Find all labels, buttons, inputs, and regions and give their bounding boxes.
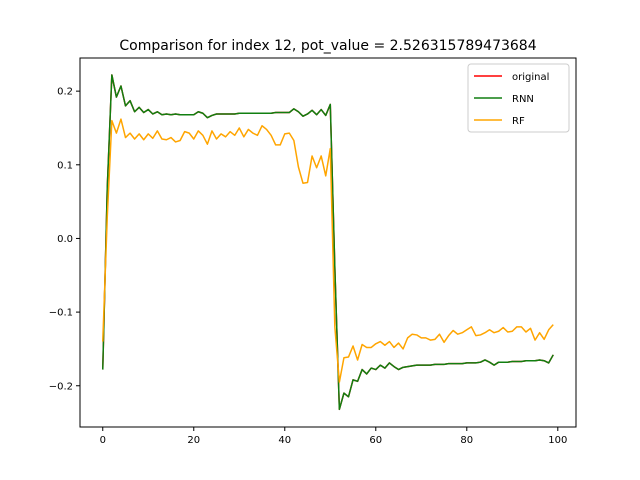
x-tick-label: 100 (548, 435, 567, 446)
series-line-rnn (102, 74, 554, 411)
y-tick-label: 0.1 (57, 160, 73, 171)
plot-frame (79, 57, 577, 428)
x-tick-label: 40 (278, 435, 291, 446)
legend: original RNN RF (467, 63, 570, 133)
x-axis: 0 20 40 60 80 100 (100, 427, 567, 446)
legend-label: RF (512, 116, 525, 127)
x-tick-label: 80 (460, 435, 473, 446)
chart-title: Comparison for index 12, pot_value = 2.5… (119, 38, 536, 54)
x-tick-label: 60 (369, 435, 382, 446)
series-line-rf (102, 118, 554, 383)
legend-label: RNN (512, 94, 534, 105)
y-tick-label: 0.2 (57, 87, 73, 98)
plot-lines (102, 74, 554, 411)
legend-box (467, 63, 570, 133)
x-tick-label: 20 (187, 435, 200, 446)
y-tick-label: 0.0 (57, 234, 73, 245)
legend-label: original (512, 72, 549, 83)
y-tick-label: −0.1 (49, 308, 73, 319)
y-tick-label: −0.2 (49, 381, 73, 392)
y-axis: −0.2 −0.1 0.0 0.1 0.2 (49, 87, 80, 392)
x-tick-label: 0 (100, 435, 106, 446)
